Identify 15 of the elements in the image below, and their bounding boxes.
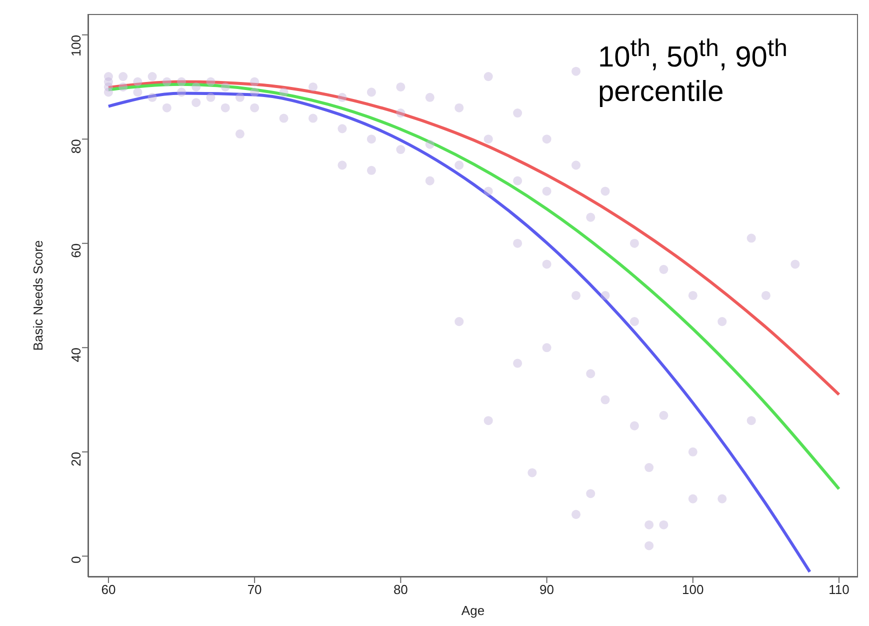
y-tick-label: 40 [68, 348, 84, 362]
y-tick-label: 0 [68, 556, 84, 564]
x-tick-label: 110 [828, 582, 850, 598]
x-tick-label: 60 [101, 582, 116, 598]
y-tick-label: 80 [68, 139, 84, 154]
y-tick-label: 20 [68, 452, 84, 466]
y-axis-title: Basic Needs Score [30, 240, 46, 351]
y-tick-label: 100 [68, 34, 84, 57]
x-axis-title: Age [461, 603, 485, 618]
x-tick-label: 70 [247, 582, 262, 598]
y-tick-label: 60 [68, 243, 84, 258]
text: 10$^{th}$, 50$^{th}$, 90$^{th}$ percentile [598, 35, 788, 108]
x-tick-label: 90 [540, 582, 554, 598]
x-tick-label: 100 [682, 582, 704, 598]
x-tick-label: 80 [393, 582, 408, 598]
